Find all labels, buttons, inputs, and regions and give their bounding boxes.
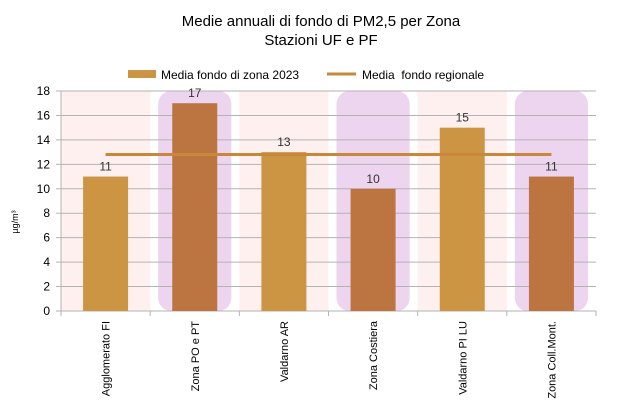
x-tick-label: Valdarno AR — [279, 321, 291, 382]
legend-label-line: Media fondo regionale — [362, 68, 484, 82]
chart-title: Medie annuali di fondo di PM2,5 per Zona — [182, 13, 461, 30]
bar-data-label: 13 — [277, 135, 291, 149]
y-tick-label: 8 — [43, 206, 50, 220]
y-tick-label: 0 — [43, 304, 50, 318]
x-tick-label: Zona Coll.Mont. — [546, 321, 558, 399]
x-tick-label: Agglomerato FI — [101, 321, 113, 396]
y-tick-label: 18 — [37, 84, 51, 98]
y-tick-label: 2 — [43, 280, 50, 294]
bar-data-label: 11 — [545, 160, 558, 174]
y-tick-label: 12 — [37, 157, 51, 171]
legend: Media fondo di zona 2023 Media fondo reg… — [128, 68, 484, 82]
bar — [528, 176, 574, 311]
bar — [439, 127, 485, 312]
y-tick-label: 6 — [43, 231, 50, 245]
bar-data-label: 15 — [456, 111, 470, 125]
grid-lines — [56, 90, 597, 316]
chart-subtitle: Stazioni UF e PF — [264, 32, 377, 49]
bar — [261, 152, 307, 311]
axes — [60, 91, 596, 312]
x-tick-label: Valdarno PI LU — [457, 321, 469, 395]
legend-swatch-bar — [128, 70, 156, 78]
bar-data-label: 10 — [366, 172, 380, 186]
plot-bands — [61, 91, 588, 311]
bar — [350, 188, 396, 311]
bar — [83, 176, 129, 311]
y-tick-labels: 0 2 4 6 8 10 12 14 16 18 — [37, 84, 51, 318]
bar — [172, 103, 218, 311]
bar-data-labels: 11 17 13 10 15 11 — [99, 86, 558, 186]
y-tick-label: 10 — [37, 182, 51, 196]
bars — [83, 103, 574, 312]
y-tick-label: 16 — [37, 108, 51, 122]
y-tick-label: 4 — [43, 255, 50, 269]
y-axis-label: µg/m³ — [10, 210, 20, 233]
x-tick-labels: Agglomerato FI Zona PO e PT Valdarno AR Zon… — [101, 320, 559, 399]
legend-label-bar: Media fondo di zona 2023 — [161, 68, 299, 82]
x-tick-label: Zona PO e PT — [190, 321, 202, 392]
bar-data-label: 17 — [188, 86, 202, 100]
x-tick-label: Zona Costiera — [368, 320, 380, 390]
y-tick-label: 14 — [37, 133, 51, 147]
bar-data-label: 11 — [99, 160, 112, 174]
